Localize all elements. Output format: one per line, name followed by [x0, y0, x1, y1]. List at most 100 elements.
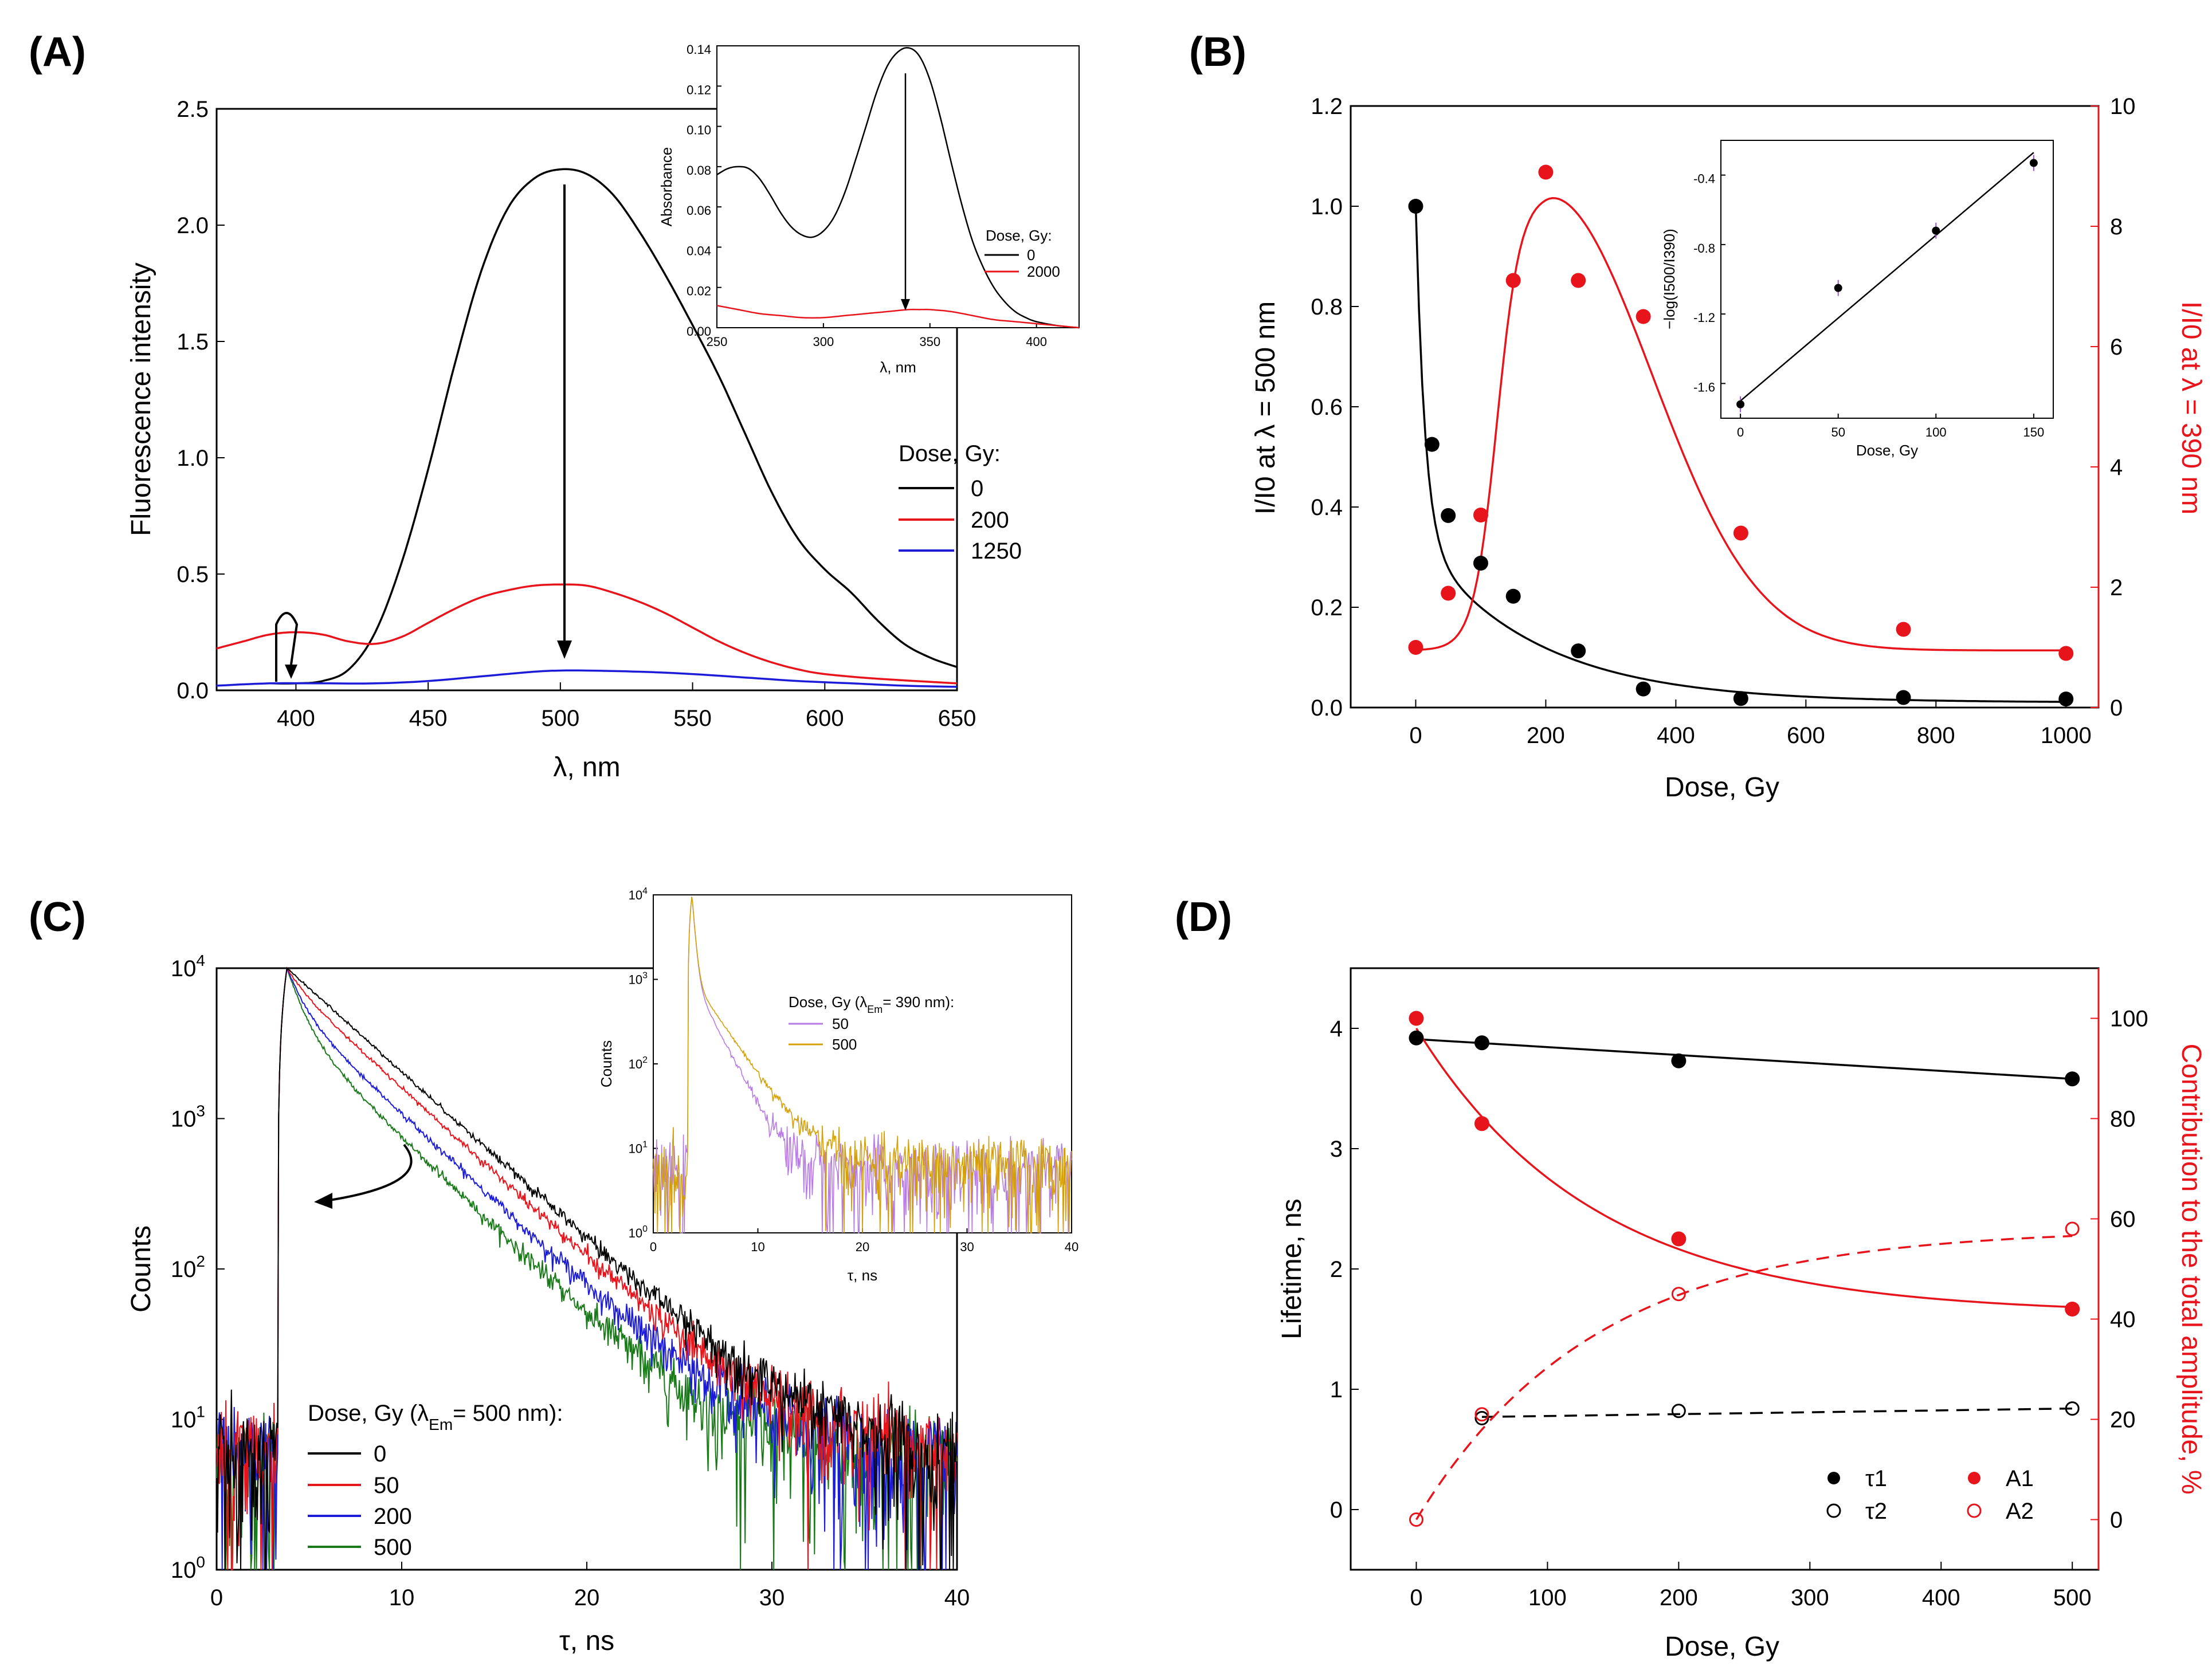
- data-point-A2: [1474, 1407, 1489, 1422]
- x-tick-label: 250: [707, 335, 728, 349]
- inset-line-2000: [716, 305, 1080, 329]
- panel-c-inset-x-ticks: 0 10 20 30 40: [650, 1228, 1078, 1254]
- x-tick-label: 0: [1737, 425, 1744, 439]
- panel-b-inset-series: [1736, 152, 2038, 412]
- y-tick-label: 0: [1330, 1498, 1343, 1523]
- panel-c-arrow: [314, 1143, 413, 1209]
- x-tick-label: 0: [650, 1240, 657, 1254]
- panel-c-series: [216, 966, 958, 1570]
- x-tick-label: 0: [1410, 1585, 1422, 1610]
- data-point-A2: [2065, 1221, 2080, 1236]
- y-tick-label: -0.8: [1693, 241, 1715, 256]
- data-point-500nm: [2058, 691, 2074, 707]
- d-legend-label-a2: A2: [2006, 1499, 2034, 1524]
- tau2-fit-line: [1481, 1407, 2073, 1418]
- c-legend-label-200: 200: [374, 1504, 412, 1529]
- y-tick-label: 1.2: [1311, 94, 1343, 119]
- x-tick-label: 20: [574, 1585, 600, 1610]
- d-legend-label-tau2: τ2: [1865, 1499, 1887, 1524]
- y-tick-label: -1.2: [1693, 311, 1715, 325]
- data-point-A1: [1409, 1011, 1424, 1026]
- data-point-A1: [1671, 1231, 1687, 1247]
- panel-a-inset-arrow: [901, 73, 910, 311]
- data-point-A1: [1474, 1116, 1489, 1131]
- x-tick-label: 200: [1527, 723, 1565, 748]
- y-tick-label: 100: [2110, 1007, 2148, 1032]
- panel-a-y-ticks: 0.0 0.5 1.0 1.5 2.0 2.5: [177, 97, 225, 704]
- panel-b-inset-x-ticks: 0 50 100 150: [1737, 414, 2044, 439]
- x-tick-label: 450: [409, 706, 448, 731]
- data-point-τ2: [1671, 1404, 1686, 1418]
- y-tick-label: 2: [2110, 575, 2123, 600]
- panel-a-inset-x-ticks: 250 300 350 400: [707, 323, 1047, 349]
- data-point-390nm: [1733, 525, 1748, 541]
- inset-legend-label-2000: 2000: [1027, 263, 1060, 280]
- x-tick-label: 500: [2053, 1585, 2092, 1610]
- c-legend-label-50: 50: [374, 1473, 399, 1498]
- y-tick-label: 80: [2110, 1107, 2136, 1132]
- legend-label-0: 0: [971, 476, 983, 501]
- series-line-200: [216, 583, 958, 685]
- x-tick-label: 0: [210, 1585, 223, 1610]
- panel-c-inset-x-label: τ, ns: [848, 1267, 877, 1284]
- y-tick-label: 0.2: [1311, 595, 1343, 620]
- x-tick-label: 350: [919, 335, 940, 349]
- a2-fit-line: [1415, 1235, 2073, 1520]
- x-tick-label: 550: [673, 706, 712, 731]
- data-point-390nm: [1538, 164, 1554, 180]
- panel-d-label: (D): [1175, 894, 1232, 940]
- y-tick-label: 4: [2110, 455, 2123, 480]
- panel-d-series: [1409, 1011, 2080, 1527]
- panel-b-inset: 0 50 100 150 -1.6 -1.2 -0.8 -0.4 Dose, Gy −log…: [1661, 140, 2054, 459]
- panel-b-inset-y-ticks: -1.6 -1.2 -0.8 -0.4: [1693, 172, 1725, 394]
- inset-legend-label-0: 0: [1027, 246, 1035, 264]
- panel-c-label: (C): [29, 894, 86, 940]
- y-tick-label: 0.06: [687, 203, 711, 218]
- panel-b-label: (B): [1189, 29, 1246, 75]
- panel-c-inset-y-label: Counts: [598, 1040, 615, 1087]
- data-point-500nm: [1424, 437, 1440, 452]
- data-point-390nm: [1571, 273, 1586, 288]
- panel-b-inset-x-label: Dose, Gy: [1856, 442, 1918, 459]
- x-tick-label: 20: [856, 1240, 869, 1254]
- x-tick-label: 200: [1660, 1585, 1698, 1610]
- d-legend-marker-a1: [1968, 1472, 1980, 1484]
- y-tick-label: 40: [2110, 1307, 2136, 1333]
- panel-d-y2-ticks: 0 20 40 60 80 100: [2091, 1007, 2148, 1533]
- x-tick-label: 400: [277, 706, 315, 731]
- y-tick-label: 0.8: [1311, 294, 1343, 320]
- d-legend-label-tau1: τ1: [1865, 1466, 1887, 1491]
- y-tick-label: 8: [2110, 214, 2123, 239]
- panel-d-y-ticks: 0 1 2 3 4: [1330, 1016, 1359, 1523]
- x-tick-label: 30: [960, 1240, 974, 1254]
- data-point-390nm: [1636, 309, 1651, 324]
- y-tick-label: 0.4: [1311, 495, 1343, 520]
- panel-a-x-ticks: 400 450 500 550 600 650: [277, 682, 976, 731]
- y-tick-label: 0.12: [687, 82, 711, 97]
- data-point-390nm: [1896, 622, 1911, 637]
- y-tick-label: 0.04: [687, 243, 711, 258]
- x-tick-label: 100: [1528, 1585, 1567, 1610]
- y-tick-label: 104: [171, 952, 205, 981]
- data-point-A2: [1671, 1287, 1686, 1302]
- y-tick-label: 0.08: [687, 163, 711, 178]
- y-tick-label: 2.0: [177, 213, 209, 238]
- y-tick-label: 102: [171, 1252, 205, 1282]
- y-tick-label: 0.10: [687, 123, 711, 137]
- panel-d-y-label-right: Contribution to the total amplitude, %: [2176, 1043, 2206, 1494]
- panel-a: (A) 400 450 500 550 600 650 0.0 0.5 1.0 1.5 2.0 2.…: [29, 29, 1080, 783]
- data-point-500nm: [1473, 556, 1488, 571]
- data-point-500nm: [1441, 508, 1456, 523]
- y-tick-label: 6: [2110, 335, 2123, 360]
- y-tick-label: 1: [1330, 1377, 1343, 1402]
- x-tick-label: 10: [389, 1585, 415, 1610]
- d-legend-marker-tau2: [1826, 1503, 1841, 1518]
- decay-trace-200: [216, 968, 958, 1570]
- panel-a-inset-legend-title: Dose, Gy:: [986, 227, 1052, 244]
- y-tick-label: 0.0: [1311, 695, 1343, 721]
- x-tick-label: 0: [1409, 723, 1422, 748]
- panel-b-x-ticks: 0 200 400 600 800 1000: [1409, 700, 2092, 748]
